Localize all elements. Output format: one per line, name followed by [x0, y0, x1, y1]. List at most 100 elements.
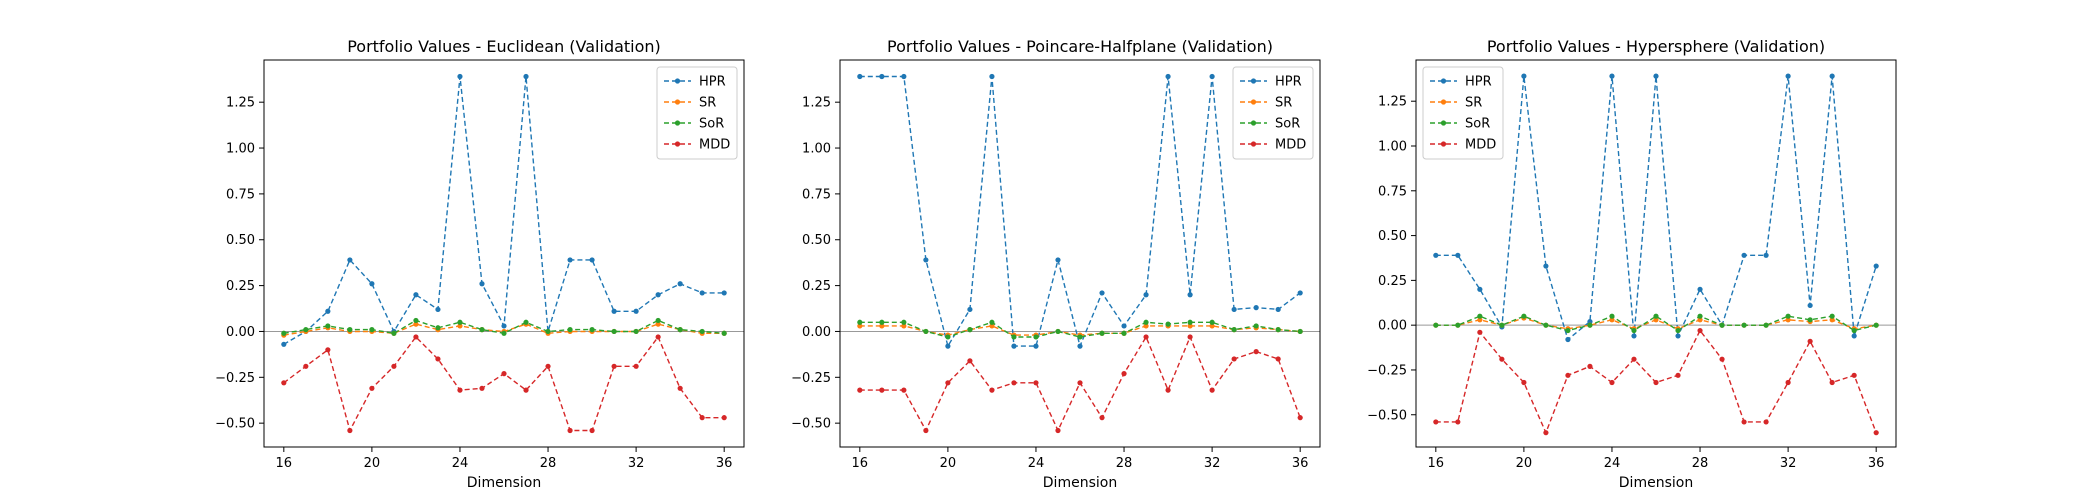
- y-tick-label: 0.50: [226, 233, 255, 248]
- data-point-mdd: [655, 334, 661, 340]
- legend-label-sor: SoR: [1465, 117, 1490, 132]
- data-point-sor: [1609, 313, 1615, 319]
- data-point-sor: [677, 327, 683, 333]
- legend-label-hpr: HPR: [699, 75, 726, 90]
- data-point-sr: [1829, 317, 1835, 323]
- data-point-hpr: [1209, 73, 1215, 80]
- data-point-sor: [1187, 319, 1193, 325]
- x-tick-label: 24: [452, 456, 469, 471]
- data-point-hpr: [1829, 73, 1835, 79]
- x-tick-label: 36: [1292, 456, 1309, 471]
- legend-marker-mdd: [1250, 141, 1257, 147]
- legend-label-mdd: MDD: [1275, 138, 1306, 153]
- data-point-mdd: [1521, 379, 1527, 386]
- y-tick-label: 1.00: [802, 142, 831, 157]
- data-point-hpr: [857, 73, 863, 80]
- data-point-mdd: [945, 380, 951, 386]
- data-point-mdd: [989, 387, 995, 393]
- data-point-hpr: [633, 308, 639, 314]
- data-point-mdd: [567, 427, 573, 434]
- data-point-hpr: [1477, 286, 1483, 292]
- data-point-hpr: [501, 323, 507, 329]
- data-point-mdd: [589, 427, 595, 434]
- data-point-hpr: [879, 73, 885, 80]
- data-point-sr: [1187, 323, 1193, 329]
- data-point-sor: [633, 328, 639, 335]
- data-point-mdd: [1209, 387, 1215, 393]
- x-tick-label: 20: [940, 456, 957, 471]
- y-tick-label: 1.25: [226, 96, 255, 111]
- data-point-mdd: [611, 363, 617, 369]
- data-point-sor: [1587, 322, 1593, 328]
- y-tick-label: −0.50: [215, 417, 255, 432]
- data-point-mdd: [1499, 356, 1505, 362]
- data-point-sor: [611, 328, 617, 335]
- data-point-sor: [1455, 322, 1461, 328]
- data-point-hpr: [1011, 343, 1017, 349]
- data-point-hpr: [721, 290, 727, 296]
- legend-marker-hpr: [1440, 78, 1447, 84]
- data-point-sr: [901, 323, 907, 329]
- data-point-hpr: [1231, 306, 1237, 313]
- data-point-mdd: [1077, 380, 1083, 386]
- data-point-mdd: [413, 334, 419, 340]
- data-point-mdd: [1253, 349, 1259, 355]
- data-point-mdd: [1697, 327, 1703, 334]
- x-tick-label: 32: [628, 456, 645, 471]
- subplot-poincare-halfplane: Portfolio Values - Poincare-Halfplane (V…: [887, 37, 1273, 491]
- data-point-hpr: [1873, 263, 1879, 269]
- data-point-hpr: [923, 257, 929, 263]
- legend-marker-sor: [674, 120, 681, 126]
- data-point-sor: [325, 323, 331, 329]
- data-point-sor: [1209, 319, 1215, 325]
- x-tick-label: 32: [1204, 456, 1221, 471]
- data-point-sor: [1121, 330, 1127, 336]
- data-point-mdd: [923, 427, 929, 434]
- data-point-hpr: [1121, 323, 1127, 329]
- data-point-sor: [1033, 334, 1039, 340]
- data-point-mdd: [1455, 419, 1461, 425]
- legend-marker-mdd: [1440, 141, 1447, 147]
- data-point-sr: [989, 323, 995, 329]
- data-point-mdd: [1143, 334, 1149, 340]
- legend-label-sr: SR: [699, 96, 716, 111]
- data-point-sr: [1609, 317, 1615, 323]
- data-point-hpr: [1543, 263, 1549, 269]
- data-point-sor: [1077, 334, 1083, 340]
- legend-label-sr: SR: [1275, 96, 1292, 111]
- y-tick-label: −0.50: [791, 417, 831, 432]
- data-point-hpr: [677, 281, 683, 287]
- data-point-sor: [281, 330, 287, 336]
- data-point-hpr: [1653, 73, 1659, 79]
- data-point-mdd: [677, 385, 683, 391]
- data-point-mdd: [545, 363, 551, 369]
- data-point-mdd: [347, 427, 353, 434]
- y-tick-label: 0.25: [226, 279, 255, 294]
- y-tick-label: 0.25: [802, 279, 831, 294]
- data-point-sor: [1165, 321, 1171, 327]
- data-point-mdd: [435, 356, 441, 362]
- data-point-sor: [1829, 313, 1835, 319]
- data-point-hpr: [1099, 290, 1105, 296]
- data-point-mdd: [901, 387, 907, 393]
- x-tick-label: 24: [1604, 456, 1621, 471]
- x-axis-label: Dimension: [1043, 475, 1117, 491]
- y-tick-label: 0.00: [226, 325, 255, 340]
- x-tick-label: 16: [852, 456, 869, 471]
- data-point-mdd: [1719, 356, 1725, 362]
- data-point-hpr: [1055, 257, 1061, 263]
- x-tick-label: 28: [1692, 456, 1709, 471]
- data-point-mdd: [1565, 372, 1571, 378]
- data-point-hpr: [435, 306, 441, 313]
- data-point-sor: [457, 319, 463, 325]
- chart-title: Portfolio Values - Euclidean (Validation…: [347, 37, 661, 56]
- chart-title: Portfolio Values - Poincare-Halfplane (V…: [887, 37, 1273, 56]
- data-point-mdd: [633, 363, 639, 369]
- data-point-hpr: [1741, 252, 1747, 258]
- data-point-mdd: [1297, 415, 1303, 421]
- data-point-sor: [523, 319, 529, 325]
- data-point-sor: [1055, 328, 1061, 335]
- data-point-mdd: [721, 415, 727, 421]
- data-point-sor: [857, 319, 863, 325]
- legend-marker-sor: [1440, 120, 1447, 126]
